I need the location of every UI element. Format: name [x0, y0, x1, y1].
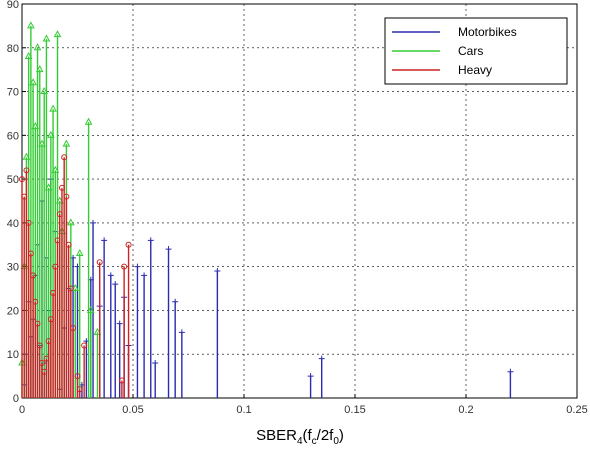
legend-label-motorbikes: Motorbikes	[458, 25, 517, 39]
triangle-marker	[86, 305, 95, 313]
circle-marker	[65, 241, 72, 248]
x-tick-label: 0.2	[458, 404, 473, 416]
circle-marker	[30, 272, 37, 279]
y-tick-label: 0	[13, 393, 19, 405]
plus-marker	[152, 359, 159, 366]
plus-marker	[147, 237, 154, 244]
tick-layer: 0 0.05 0.1 0.15 0.2 0.25 0 10 20 30 40 50 60 70 80 90	[7, 0, 588, 416]
plus-marker	[101, 237, 108, 244]
triangle-marker	[33, 43, 42, 51]
plus-marker	[214, 268, 221, 275]
x-axis-label: SBER4(fc/2f0)	[256, 427, 344, 445]
plus-marker	[112, 281, 119, 288]
plus-marker	[116, 320, 123, 327]
y-tick-label: 20	[7, 305, 19, 317]
circle-marker	[32, 298, 39, 305]
circle-marker	[25, 219, 32, 226]
plus-marker	[178, 329, 185, 336]
plus-marker	[307, 373, 314, 380]
legend: Motorbikes Cars Heavy	[384, 17, 568, 85]
x-tick-label: 0.15	[344, 404, 365, 416]
triangle-marker	[27, 21, 35, 29]
y-tick-label: 60	[7, 130, 19, 142]
y-tick-label: 30	[7, 262, 19, 274]
y-tick-label: 10	[7, 349, 19, 361]
triangle-marker	[53, 30, 62, 38]
x-tick-label: 0.25	[566, 404, 587, 416]
triangle-marker	[75, 248, 84, 257]
circle-marker	[70, 324, 77, 331]
triangle-marker	[29, 78, 37, 86]
plus-marker	[141, 272, 148, 279]
triangle-marker	[93, 327, 102, 335]
triangle-marker	[49, 104, 57, 112]
circle-marker	[38, 359, 45, 366]
triangle-marker	[71, 284, 80, 292]
triangle-marker	[55, 196, 64, 204]
triangle-marker	[22, 152, 31, 160]
series-heavy	[19, 154, 132, 398]
y-tick-label: 80	[7, 43, 19, 55]
legend-label-cars: Cars	[458, 44, 483, 58]
triangle-marker	[31, 122, 40, 130]
circle-marker	[125, 241, 132, 248]
circle-marker	[63, 193, 70, 200]
plus-marker	[107, 272, 114, 279]
circle-marker	[96, 259, 103, 266]
circle-marker	[81, 342, 88, 349]
circle-marker	[121, 263, 128, 270]
triangle-marker	[42, 34, 51, 42]
triangle-marker	[66, 218, 75, 226]
triangle-marker	[24, 51, 33, 60]
y-tick-label: 50	[7, 174, 19, 186]
circle-marker	[36, 342, 43, 349]
series-layer	[18, 21, 514, 398]
circle-marker	[74, 373, 81, 380]
plus-marker	[172, 298, 179, 305]
plus-marker	[507, 368, 514, 375]
triangle-marker	[62, 139, 71, 147]
circle-marker	[19, 176, 25, 183]
x-tick-label: 0.05	[122, 404, 143, 416]
legend-label-heavy: Heavy	[458, 63, 492, 77]
circle-marker	[27, 250, 34, 257]
plus-marker	[90, 219, 97, 226]
circle-marker	[34, 320, 41, 327]
triangle-marker	[84, 117, 93, 125]
plus-marker	[318, 355, 325, 362]
triangle-marker	[44, 183, 53, 191]
triangle-marker	[40, 87, 49, 95]
y-tick-label: 90	[7, 0, 19, 11]
plus-marker	[134, 263, 141, 270]
circle-marker	[23, 167, 30, 174]
y-tick-label: 40	[7, 218, 19, 230]
triangle-marker	[51, 165, 60, 173]
triangle-marker	[47, 130, 55, 138]
x-tick-label: 0.1	[236, 404, 251, 416]
plus-marker	[165, 246, 172, 253]
x-tick-label: 0	[19, 404, 25, 416]
circle-marker	[67, 285, 74, 292]
triangle-marker	[35, 65, 44, 73]
triangle-marker	[38, 139, 46, 147]
circle-marker	[61, 154, 68, 161]
circle-marker	[76, 386, 83, 393]
y-tick-label: 70	[7, 87, 19, 99]
